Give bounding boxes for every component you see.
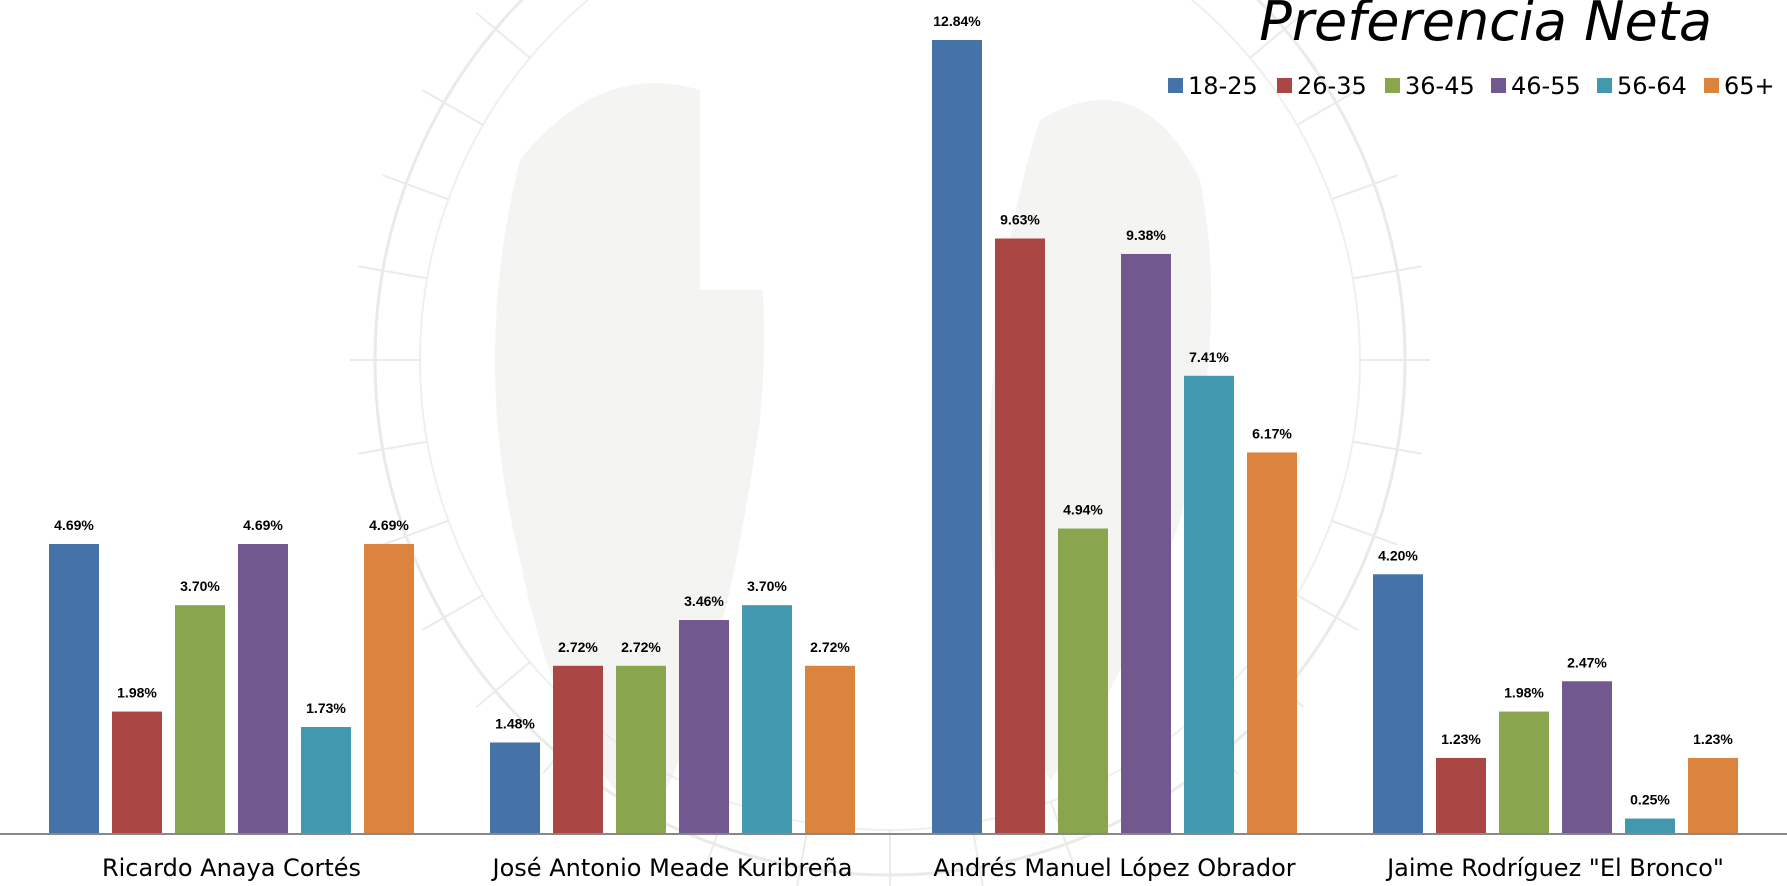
data-label-18-25-0: 4.69%: [54, 517, 94, 533]
category-label-1: José Antonio Meade Kuribreña: [491, 854, 853, 882]
bar-65+-0: [364, 543, 414, 834]
category-labels: Ricardo Anaya Cortés José Antonio Meade K…: [102, 854, 1724, 882]
data-label-18-25-3: 4.20%: [1378, 547, 1418, 563]
bar-18-25-0: [49, 543, 99, 834]
bar-46-55-3: [1562, 681, 1612, 834]
bar-36-45-3: [1499, 711, 1549, 834]
legend-label-26-35: 26-35: [1297, 72, 1367, 100]
data-label-46-55-0: 4.69%: [243, 517, 283, 533]
data-label-26-35-0: 1.98%: [117, 685, 157, 701]
legend-swatch-26-35: [1277, 78, 1292, 93]
bar-65+-1: [805, 665, 855, 834]
bar-36-45-1: [616, 665, 666, 834]
bar-36-45-2: [1058, 528, 1108, 834]
data-label-26-35-1: 2.72%: [558, 639, 598, 655]
bar-65+-2: [1247, 452, 1297, 834]
bar-18-25-1: [490, 742, 540, 834]
bar-26-35-0: [112, 711, 162, 834]
legend-label-65+: 65+: [1724, 72, 1775, 100]
data-label-65+-3: 1.23%: [1693, 731, 1733, 747]
legend-label-36-45: 36-45: [1405, 72, 1475, 100]
legend-swatch-18-25: [1168, 78, 1183, 93]
data-label-36-45-0: 3.70%: [180, 578, 220, 594]
data-label-56-64-1: 3.70%: [747, 578, 787, 594]
legend-swatch-65+: [1704, 78, 1719, 93]
chart-title: Preferencia Neta: [1259, 0, 1712, 53]
bar-65+-3: [1688, 757, 1738, 834]
data-label-65+-0: 4.69%: [369, 517, 409, 533]
bar-46-55-1: [679, 620, 729, 834]
bar-46-55-0: [238, 543, 288, 834]
data-label-18-25-1: 1.48%: [495, 715, 535, 731]
bar-56-64-0: [301, 727, 351, 834]
data-label-65+-2: 6.17%: [1252, 425, 1292, 441]
legend-swatch-56-64: [1597, 78, 1612, 93]
data-label-18-25-2: 12.84%: [933, 13, 981, 29]
data-label-26-35-3: 1.23%: [1441, 731, 1481, 747]
data-labels: 4.69% 1.98% 3.70% 4.69% 1.73% 4.69% 1.48% 2.72%…: [54, 13, 1733, 808]
data-label-36-45-2: 4.94%: [1063, 502, 1103, 518]
legend-label-18-25: 18-25: [1188, 72, 1258, 100]
data-label-26-35-2: 9.63%: [1000, 212, 1040, 228]
legend-label-56-64: 56-64: [1617, 72, 1687, 100]
legend-swatch-46-55: [1491, 78, 1506, 93]
bars: [49, 40, 1738, 835]
bar-56-64-3: [1625, 818, 1675, 834]
data-label-56-64-2: 7.41%: [1189, 349, 1229, 365]
bar-18-25-2: [932, 40, 982, 834]
data-label-46-55-1: 3.46%: [684, 593, 724, 609]
legend-label-46-55: 46-55: [1511, 72, 1581, 100]
legend-swatch-36-45: [1385, 78, 1400, 93]
data-label-56-64-0: 1.73%: [306, 700, 346, 716]
category-label-2: Andrés Manuel López Obrador: [933, 854, 1295, 882]
category-label-3: Jaime Rodríguez "El Bronco": [1385, 854, 1724, 882]
legend: 18-25 26-35 36-45 46-55 56-64 65+: [1168, 72, 1775, 100]
bar-46-55-2: [1121, 253, 1171, 835]
data-label-56-64-3: 0.25%: [1630, 792, 1670, 808]
data-label-46-55-2: 9.38%: [1126, 227, 1166, 243]
bar-26-35-2: [995, 238, 1045, 834]
bar-26-35-3: [1436, 757, 1486, 834]
data-label-36-45-1: 2.72%: [621, 639, 661, 655]
data-label-65+-1: 2.72%: [810, 639, 850, 655]
bar-26-35-1: [553, 665, 603, 834]
bar-18-25-3: [1373, 574, 1423, 834]
data-label-46-55-3: 2.47%: [1567, 654, 1607, 670]
bar-56-64-1: [742, 605, 792, 834]
bar-56-64-2: [1184, 375, 1234, 834]
category-label-0: Ricardo Anaya Cortés: [102, 854, 361, 882]
data-label-36-45-3: 1.98%: [1504, 685, 1544, 701]
bar-36-45-0: [175, 605, 225, 834]
